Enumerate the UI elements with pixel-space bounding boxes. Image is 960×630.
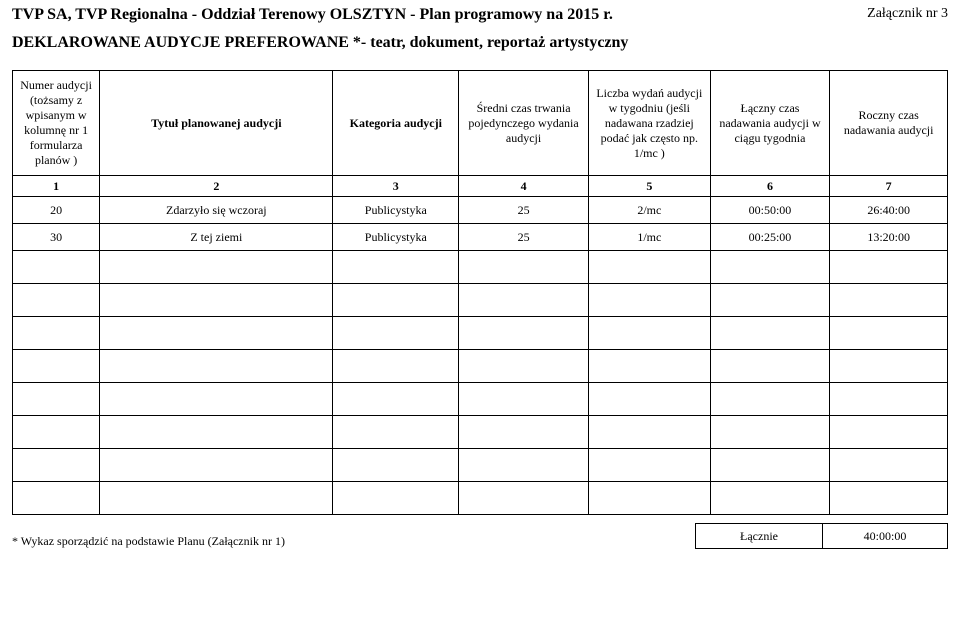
colnum-4: 4	[459, 176, 589, 197]
cell-duration: 25	[459, 197, 589, 224]
table-row: 30 Z tej ziemi Publicystyka 25 1/mc 00:2…	[13, 224, 948, 251]
header-row: TVP SA, TVP Regionalna - Oddział Terenow…	[12, 6, 948, 24]
page: TVP SA, TVP Regionalna - Oddział Terenow…	[0, 0, 960, 630]
table-empty-row	[13, 482, 948, 515]
col-header-title: Tytuł planowanej audycji	[100, 71, 333, 176]
total-value: 40:00:00	[823, 524, 948, 549]
col-header-weekly: Łączny czas nadawania audycji w ciągu ty…	[710, 71, 830, 176]
table-empty-row	[13, 416, 948, 449]
col-header-yearly: Roczny czas nadawania audycji	[830, 71, 948, 176]
cell-frequency: 1/mc	[588, 224, 710, 251]
cell-weekly: 00:50:00	[710, 197, 830, 224]
attachment-label: Załącznik nr 3	[867, 6, 948, 22]
cell-number: 30	[13, 224, 100, 251]
cell-title: Zdarzyło się wczoraj	[100, 197, 333, 224]
table-number-row: 1 2 3 4 5 6 7	[13, 176, 948, 197]
cell-number: 20	[13, 197, 100, 224]
colnum-1: 1	[13, 176, 100, 197]
colnum-5: 5	[588, 176, 710, 197]
col-header-category: Kategoria audycji	[333, 71, 459, 176]
cell-yearly: 26:40:00	[830, 197, 948, 224]
colnum-7: 7	[830, 176, 948, 197]
table-empty-row	[13, 284, 948, 317]
table-empty-row	[13, 350, 948, 383]
cell-yearly: 13:20:00	[830, 224, 948, 251]
table-empty-row	[13, 251, 948, 284]
footnote: * Wykaz sporządzić na podstawie Planu (Z…	[12, 534, 285, 549]
colnum-3: 3	[333, 176, 459, 197]
cell-duration: 25	[459, 224, 589, 251]
total-label: Łącznie	[696, 524, 823, 549]
cell-category: Publicystyka	[333, 197, 459, 224]
colnum-2: 2	[100, 176, 333, 197]
col-header-frequency: Liczba wydań audycji w tygodniu (jeśli n…	[588, 71, 710, 176]
table-row: 20 Zdarzyło się wczoraj Publicystyka 25 …	[13, 197, 948, 224]
table-header-row: Numer audycji (tożsamy z wpisanym w kolu…	[13, 71, 948, 176]
table-empty-row	[13, 383, 948, 416]
document-subtitle: DEKLAROWANE AUDYCJE PREFEROWANE *- teatr…	[12, 34, 948, 52]
cell-category: Publicystyka	[333, 224, 459, 251]
table-empty-row	[13, 317, 948, 350]
col-header-number: Numer audycji (tożsamy z wpisanym w kolu…	[13, 71, 100, 176]
document-title: TVP SA, TVP Regionalna - Oddział Terenow…	[12, 6, 613, 24]
cell-weekly: 00:25:00	[710, 224, 830, 251]
cell-frequency: 2/mc	[588, 197, 710, 224]
col-header-duration: Średni czas trwania pojedynczego wydania…	[459, 71, 589, 176]
main-table: Numer audycji (tożsamy z wpisanym w kolu…	[12, 70, 948, 515]
footer-area: * Wykaz sporządzić na podstawie Planu (Z…	[12, 523, 948, 549]
colnum-6: 6	[710, 176, 830, 197]
table-empty-row	[13, 449, 948, 482]
total-table: Łącznie 40:00:00	[695, 523, 948, 549]
cell-title: Z tej ziemi	[100, 224, 333, 251]
